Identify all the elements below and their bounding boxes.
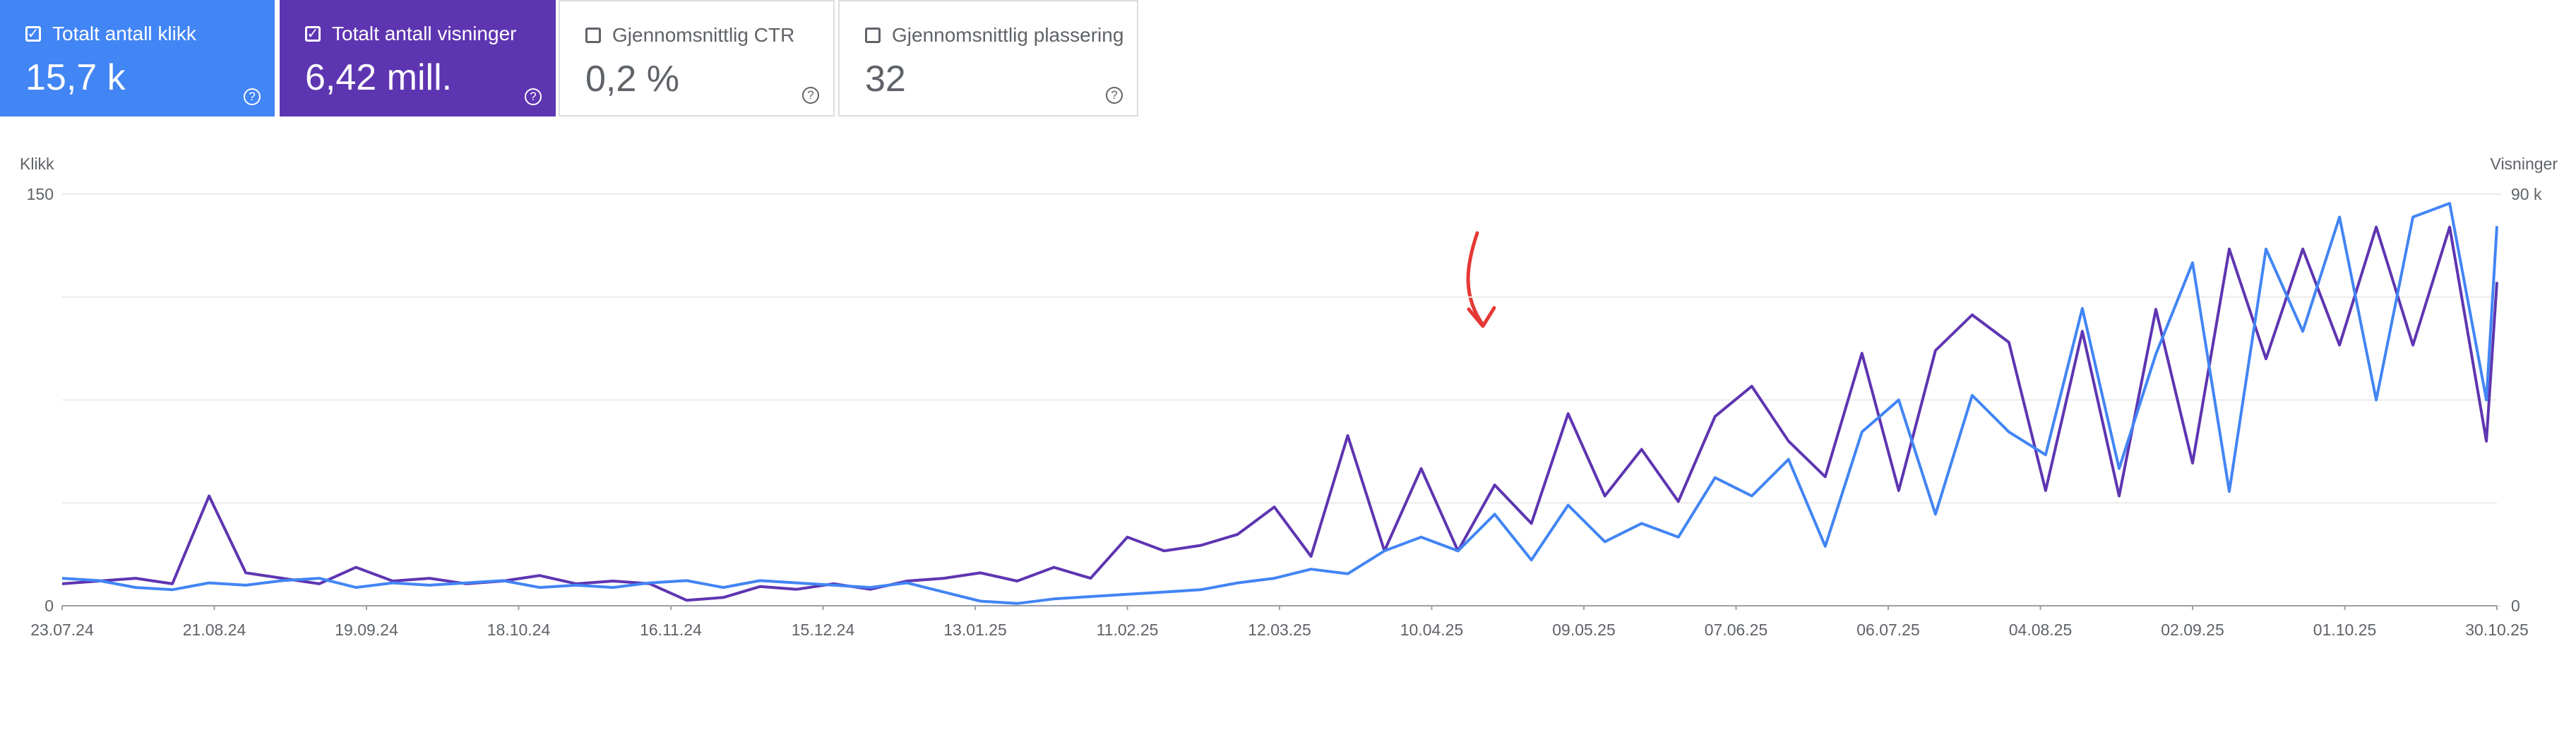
help-icon[interactable]: ?	[244, 88, 261, 105]
metric-label: ✓ Totalt antall visninger	[305, 23, 516, 45]
metric-name: Totalt antall visninger	[332, 23, 517, 44]
x-tick-label: 21.08.24	[183, 621, 246, 639]
x-tick-label: 19.09.24	[335, 621, 398, 639]
checkbox[interactable]: ✓	[305, 26, 321, 42]
x-tick-label: 11.02.25	[1097, 621, 1159, 639]
help-icon[interactable]: ?	[1106, 87, 1123, 104]
metric-card[interactable]: Gjennomsnittlig CTR 0,2 %?	[559, 0, 835, 116]
checkbox[interactable]	[585, 28, 601, 43]
help-icon[interactable]: ?	[525, 88, 542, 105]
metric-value: 0,2 %	[585, 59, 679, 100]
x-tick-label: 30.10.25	[2465, 621, 2529, 639]
x-tick-label: 06.07.25	[1856, 621, 1920, 639]
metric-value: 32	[865, 59, 906, 100]
series-line	[61, 202, 2498, 605]
x-tick-label: 13.01.25	[943, 621, 1007, 639]
checkbox[interactable]: ✓	[25, 26, 41, 42]
x-tick-label: 04.08.25	[2009, 621, 2073, 639]
metric-name: Totalt antall klikk	[52, 23, 196, 44]
metric-card[interactable]: ✓ Totalt antall klikk 15,7 k?	[0, 0, 275, 116]
x-tick-label: 15.12.24	[792, 621, 855, 639]
metric-name: Gjennomsnittlig plassering	[892, 24, 1124, 46]
x-tick-label: 10.04.25	[1400, 621, 1464, 639]
y-tick-label: 0	[44, 597, 54, 615]
metric-name: Gjennomsnittlig CTR	[612, 24, 795, 46]
x-tick-label: 09.05.25	[1552, 621, 1616, 639]
metric-label: Gjennomsnittlig CTR	[585, 24, 794, 47]
metric-value: 6,42 mill.	[305, 57, 453, 98]
metric-value: 15,7 k	[25, 57, 126, 98]
y-tick-label: 150	[27, 185, 54, 203]
series-line	[61, 225, 2498, 602]
checkbox[interactable]	[865, 28, 881, 43]
metric-label: Gjennomsnittlig plassering	[865, 24, 1123, 47]
y2-tick-label: 90 k	[2511, 185, 2542, 203]
metric-card[interactable]: Gjennomsnittlig plassering 32?	[838, 0, 1138, 116]
metric-card[interactable]: ✓ Totalt antall visninger 6,42 mill.?	[280, 0, 556, 116]
x-tick-label: 23.07.24	[30, 621, 94, 639]
help-icon[interactable]: ?	[802, 87, 819, 104]
y2-tick-label: 0	[2511, 597, 2520, 615]
x-tick-label: 12.03.25	[1248, 621, 1311, 639]
y2-axis-label: Visninger	[2491, 155, 2558, 173]
x-tick-label: 16.11.24	[640, 621, 702, 639]
y-axis-label: Klikk	[20, 155, 54, 173]
x-tick-label: 01.10.25	[2313, 621, 2377, 639]
x-tick-label: 02.09.25	[2161, 621, 2224, 639]
annotation-arrow	[1466, 231, 1496, 328]
x-tick-label: 07.06.25	[1705, 621, 1768, 639]
metric-label: ✓ Totalt antall klikk	[25, 23, 196, 45]
x-tick-label: 18.10.24	[487, 621, 551, 639]
